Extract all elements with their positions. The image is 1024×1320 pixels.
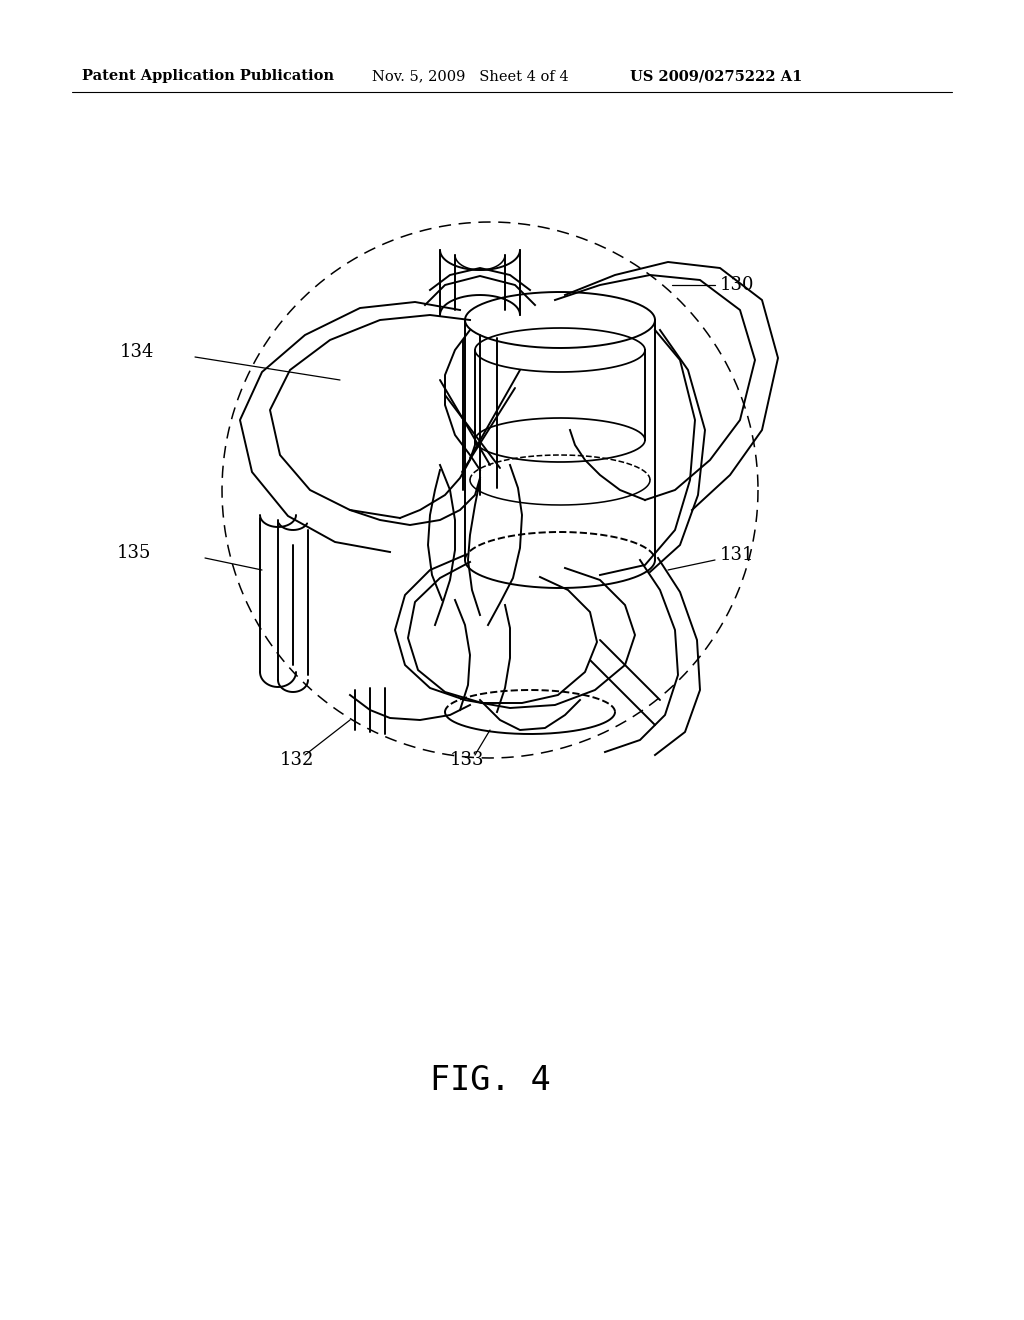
Text: 135: 135 xyxy=(117,544,152,562)
Text: US 2009/0275222 A1: US 2009/0275222 A1 xyxy=(630,69,803,83)
Text: 130: 130 xyxy=(720,276,755,294)
Text: 132: 132 xyxy=(280,751,314,770)
Text: 133: 133 xyxy=(450,751,484,770)
Text: Nov. 5, 2009   Sheet 4 of 4: Nov. 5, 2009 Sheet 4 of 4 xyxy=(372,69,568,83)
Text: FIG. 4: FIG. 4 xyxy=(430,1064,550,1097)
Text: 134: 134 xyxy=(120,343,155,360)
Text: Patent Application Publication: Patent Application Publication xyxy=(82,69,334,83)
Text: 131: 131 xyxy=(720,546,755,564)
